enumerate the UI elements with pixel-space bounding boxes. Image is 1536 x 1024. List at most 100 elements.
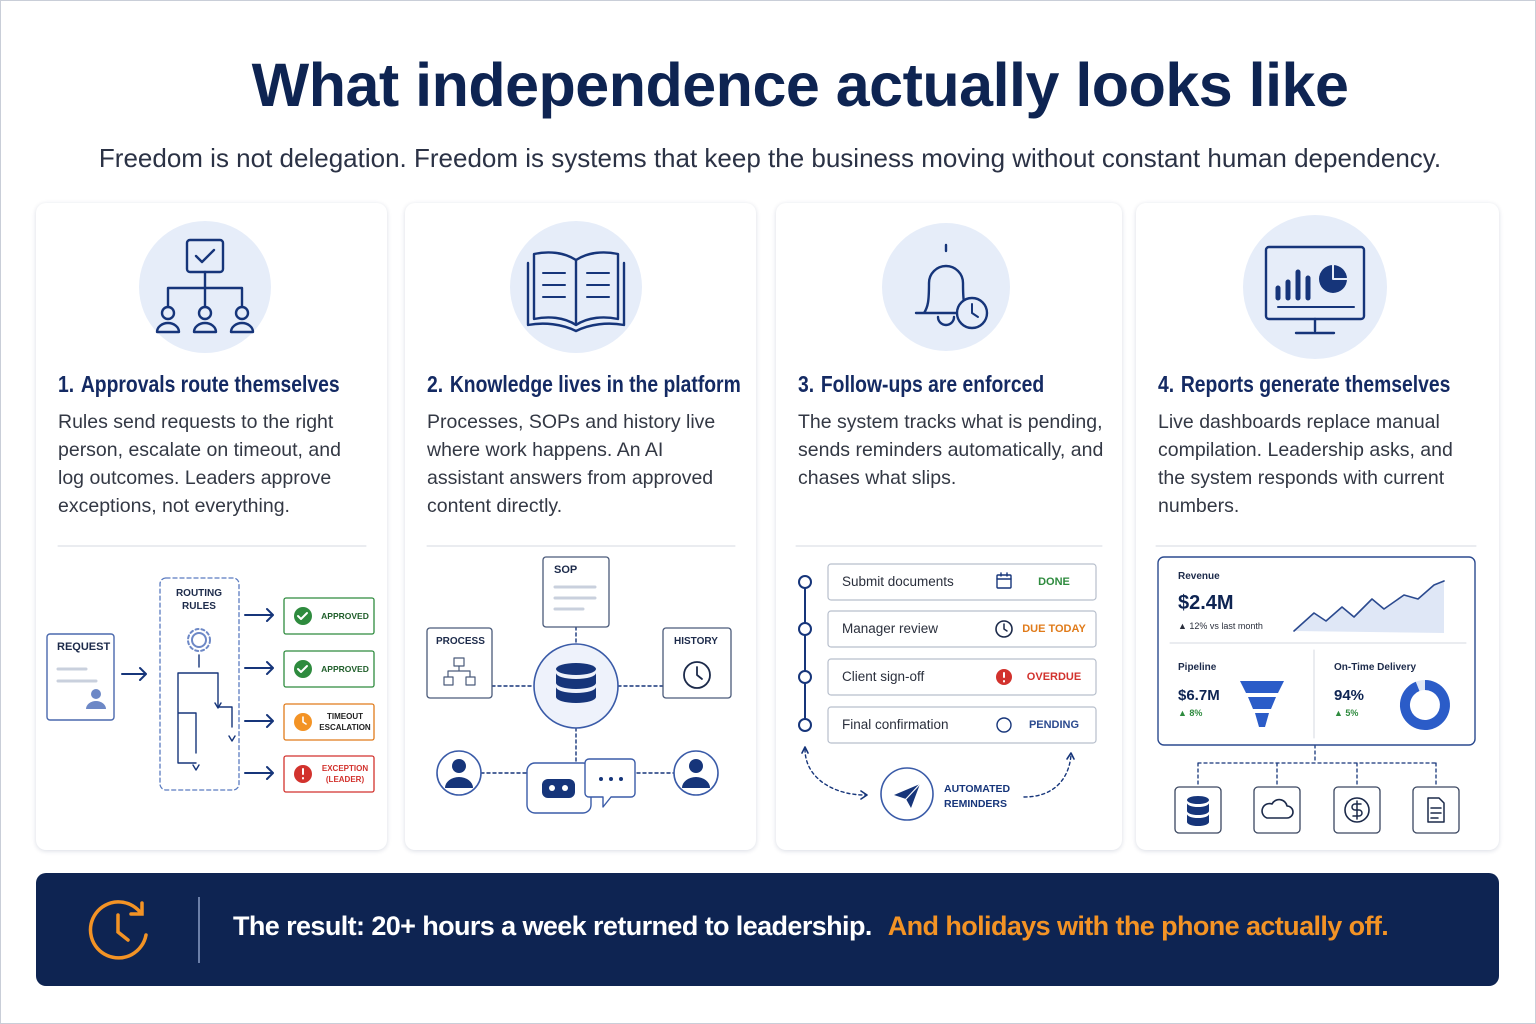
icon-ellipse: [556, 663, 596, 675]
node-label: PROCESS: [436, 636, 485, 647]
icon-circle: [609, 777, 613, 781]
icon-rect: [159, 577, 240, 791]
card-title: 4. Reports generate themselves: [1158, 371, 1450, 398]
card-body: Live dashboards replace manual compilati…: [1158, 411, 1453, 517]
icon-rect: [1412, 786, 1460, 834]
task-label: Manager review: [842, 621, 939, 636]
icon-circle: [798, 575, 812, 589]
icon-path: [155, 321, 181, 334]
card-body: Processes, SOPs and history live where w…: [427, 411, 716, 517]
icon-path: [1240, 681, 1284, 727]
result-banner: The result: 20+ hours a week returned to…: [36, 873, 1499, 986]
icon-rect: [1253, 786, 1301, 834]
clock-icon: [88, 900, 148, 960]
page-title: What independence actually looks like: [251, 51, 1349, 119]
metric-label: Pipeline: [1178, 662, 1217, 673]
icon-circle: [689, 759, 703, 773]
icon-path: [297, 612, 308, 620]
icon-path: [804, 748, 866, 796]
icon-path: [1023, 754, 1072, 798]
icon-path: [192, 321, 218, 334]
icon-path: [1197, 744, 1437, 786]
icon-rect: [283, 703, 375, 741]
node-label: SOP: [554, 564, 578, 576]
icon-path: [682, 777, 710, 788]
icon-path: [1261, 798, 1294, 819]
icon-path: [480, 626, 675, 774]
icon-circle: [549, 785, 555, 791]
icon-path: [996, 572, 1012, 580]
icon-rect: [662, 627, 732, 699]
icon-path: [542, 272, 610, 298]
icon-circle: [91, 689, 101, 699]
icon-circle: [599, 777, 603, 781]
icon-path: [556, 673, 596, 703]
icon-path: [297, 665, 308, 673]
metric-value: 94%: [1334, 687, 1365, 704]
outcome-label: TIMEOUT ESCALATION: [319, 712, 371, 732]
icon-path: [1294, 581, 1444, 633]
result: The result: 20+ hours a week returned to…: [233, 911, 872, 941]
card-graphics: [795, 223, 1103, 821]
icon-path: [971, 303, 979, 318]
outcome-label: APPROVED: [321, 611, 369, 621]
card-heading: Knowledge lives in the platform: [449, 371, 741, 397]
icon-circle: [882, 223, 1010, 351]
metric-label: On-Time Delivery: [1334, 662, 1417, 673]
icon-circle: [1344, 797, 1370, 823]
metric-label: Revenue: [1178, 571, 1220, 582]
task-status: PENDING: [1028, 719, 1080, 731]
card-title: 2. Knowledge lives in the platform: [427, 371, 741, 398]
icon-path: [116, 913, 130, 942]
icon-path: [1066, 752, 1075, 760]
icon-path: [192, 702, 236, 771]
icon-circle: [187, 628, 211, 652]
icon-path: [1427, 797, 1445, 823]
icon-path: [894, 784, 920, 808]
icon-path: [244, 608, 274, 780]
task-label: Final confirmation: [842, 717, 949, 732]
icon-path: [302, 716, 307, 725]
icon-path: [177, 654, 233, 764]
icon-circle: [452, 759, 466, 773]
card-heading: Reports generate themselves: [1180, 371, 1451, 397]
task-status: OVERDUE: [1026, 671, 1082, 683]
card: 4. Reports generate themselves Live dashb…: [1136, 203, 1499, 850]
icon-path: [1187, 803, 1209, 826]
icon-rect: [827, 610, 1097, 648]
card: 2. Knowledge lives in the platform Proces…: [405, 203, 756, 850]
icon-path: [1400, 680, 1450, 730]
icon-path: [553, 585, 597, 611]
card-heading: Follow-ups are enforced: [820, 371, 1045, 397]
card: 1. Approvals route themselves Rules send …: [36, 203, 387, 850]
icon-ellipse: [1187, 796, 1209, 804]
icon-path: [801, 746, 868, 800]
icon-rect: [1333, 786, 1381, 834]
card-title: 3. Follow-ups are enforced: [798, 371, 1044, 398]
icon-circle: [798, 622, 812, 636]
task-status: DUE TODAY: [1022, 623, 1086, 635]
card-number: 2.: [427, 371, 444, 397]
icon-path: [129, 901, 144, 916]
icon-circle: [798, 670, 812, 684]
icon-path: [584, 758, 636, 808]
icon-path: [1294, 317, 1336, 335]
icon-path: [445, 777, 473, 788]
result-text: The result: 20+ hours a week returned to…: [233, 911, 1389, 942]
card: 3. Follow-ups are enforced The system tra…: [776, 203, 1122, 850]
icon-circle: [683, 661, 711, 689]
icon-path: [1351, 800, 1363, 820]
node-label: HISTORY: [674, 636, 718, 647]
icon-rect: [827, 706, 1097, 744]
task-label: Client sign-off: [842, 669, 925, 684]
icon-path: [443, 657, 476, 686]
icon-rect: [827, 563, 1097, 601]
metric-change: ▲ 8%: [1178, 708, 1203, 718]
divider: [198, 897, 200, 963]
result-highlight: And holidays with the phone actually off…: [887, 911, 1389, 941]
task-status: DONE: [1038, 576, 1070, 588]
icon-circle: [191, 632, 207, 648]
icon-path: [914, 243, 970, 327]
icon-circle: [1243, 215, 1387, 359]
